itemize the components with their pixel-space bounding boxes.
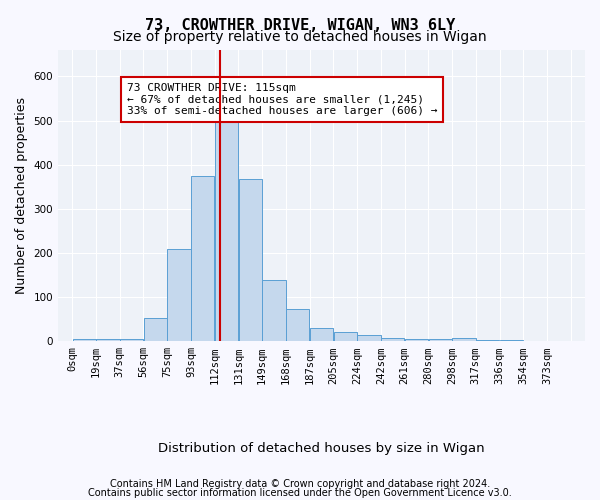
Bar: [310, 328, 333, 342]
Bar: [167, 248, 191, 342]
Text: Size of property relative to detached houses in Wigan: Size of property relative to detached ho…: [113, 30, 487, 44]
Bar: [73, 339, 96, 342]
Bar: [405, 339, 428, 342]
Text: 73 CROWTHER DRIVE: 115sqm
← 67% of detached houses are smaller (1,245)
33% of se: 73 CROWTHER DRIVE: 115sqm ← 67% of detac…: [127, 83, 437, 116]
Bar: [358, 334, 380, 342]
Text: 73, CROWTHER DRIVE, WIGAN, WN3 6LY: 73, CROWTHER DRIVE, WIGAN, WN3 6LY: [145, 18, 455, 32]
Bar: [452, 338, 476, 342]
Bar: [239, 179, 262, 342]
X-axis label: Distribution of detached houses by size in Wigan: Distribution of detached houses by size …: [158, 442, 485, 455]
Text: Contains HM Land Registry data © Crown copyright and database right 2024.: Contains HM Land Registry data © Crown c…: [110, 479, 490, 489]
Bar: [286, 309, 310, 342]
Bar: [96, 339, 119, 342]
Bar: [334, 332, 357, 342]
Bar: [381, 338, 404, 342]
Bar: [144, 318, 167, 342]
Bar: [215, 103, 238, 342]
Bar: [476, 340, 499, 342]
Y-axis label: Number of detached properties: Number of detached properties: [15, 97, 28, 294]
Bar: [500, 340, 523, 342]
Bar: [262, 280, 286, 342]
Bar: [120, 339, 143, 342]
Bar: [428, 339, 452, 342]
Bar: [191, 176, 214, 342]
Text: Contains public sector information licensed under the Open Government Licence v3: Contains public sector information licen…: [88, 488, 512, 498]
